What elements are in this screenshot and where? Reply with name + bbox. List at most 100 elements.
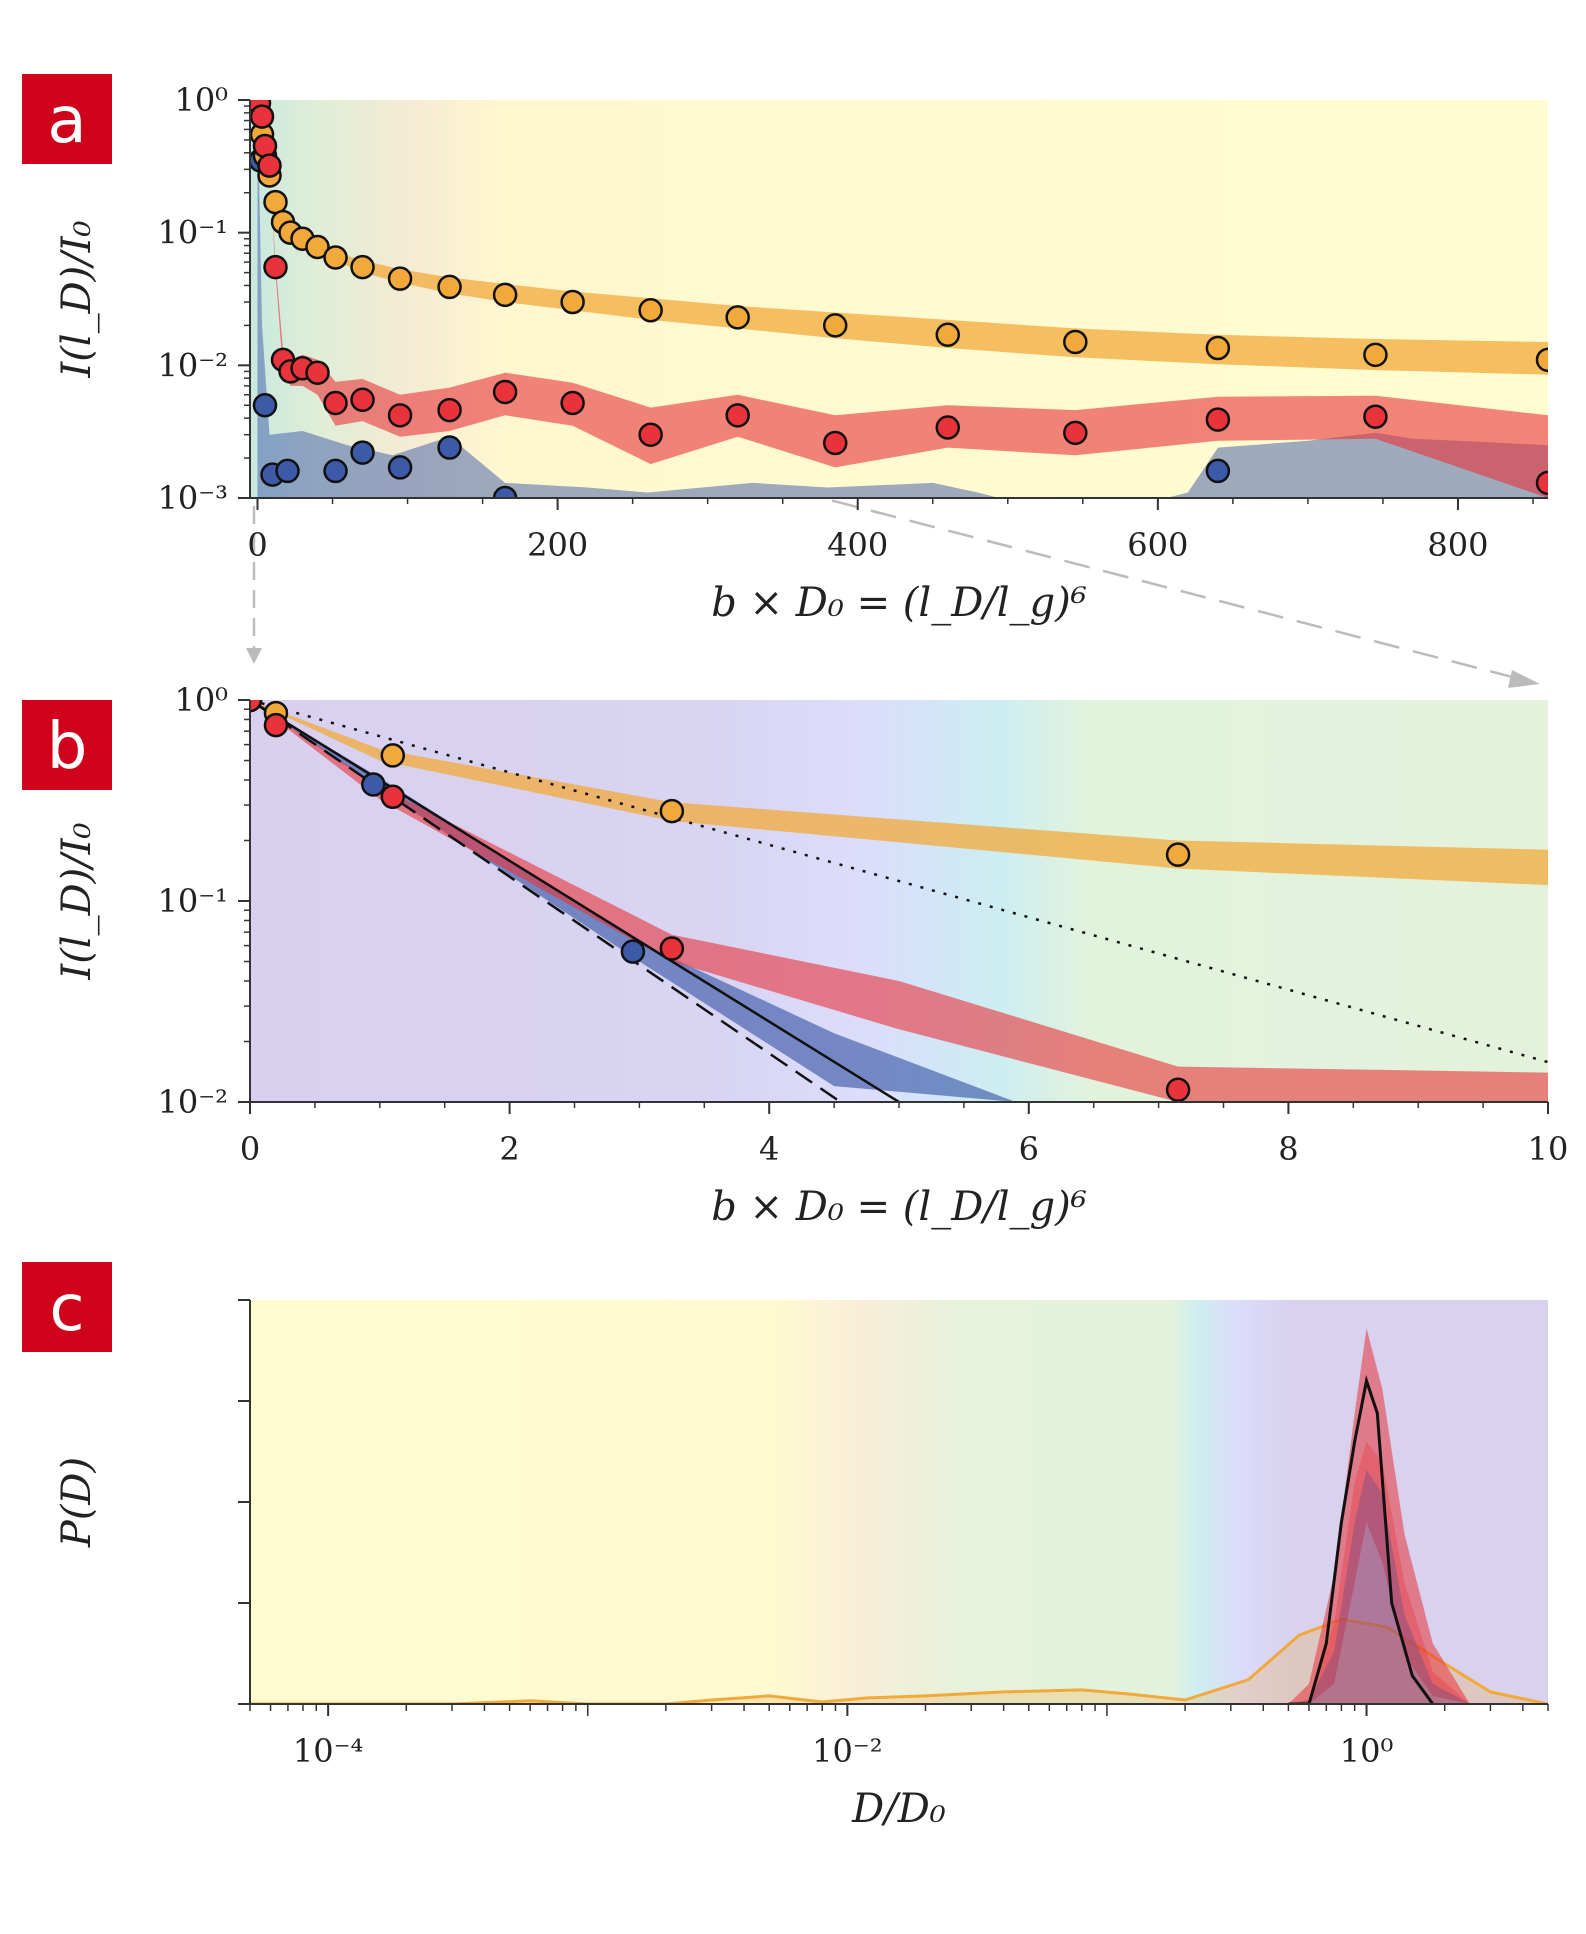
point-blue-a [1205, 458, 1231, 484]
point-blue-a [275, 458, 300, 484]
point-red-a [252, 133, 278, 159]
panel-b-label: b [22, 700, 112, 790]
x-tick-label-b: 8 [1278, 1130, 1298, 1168]
point-orange-a [638, 298, 663, 323]
plot-area-b [250, 700, 1548, 1102]
point-red-a [350, 387, 375, 413]
panel-c-chart: 10⁻⁴ 10⁻² 10⁰ D/D₀ P(D) [54, 1299, 1549, 1832]
y-axis-label-b: I(l_D)/I₀ [54, 822, 100, 980]
point-red-a [437, 397, 462, 423]
panel-c-label: c [22, 1262, 112, 1352]
point-orange-a [1535, 347, 1548, 373]
x-tick-label-a: 0 [247, 526, 267, 564]
point-red-a [257, 153, 282, 178]
band-red-b [250, 700, 1548, 1102]
point-blue-b [620, 939, 646, 964]
point-red-b [659, 936, 685, 961]
point-red-b [380, 784, 406, 810]
zoom-arrowhead-right [1508, 670, 1540, 688]
plot-area-a [250, 100, 1548, 498]
point-red-a [263, 254, 288, 280]
point-orange-a [1205, 335, 1231, 361]
x-tick-label-b: 4 [759, 1130, 779, 1168]
point-blue-a [387, 455, 413, 480]
x-tick-label-a: 200 [527, 526, 588, 564]
x-axis-label-a: b × D₀ = (l_D/l_g)⁶ [711, 580, 1087, 626]
area-red-c [1288, 1441, 1470, 1704]
y-tick-label-b: 10⁻¹ [158, 882, 228, 920]
band-blue-a [257, 100, 1548, 498]
point-red-a [725, 403, 750, 428]
point-orange-a [323, 245, 348, 270]
x-tick-label-a: 600 [1127, 526, 1188, 564]
x-tick-label-c: 10⁻² [812, 1732, 882, 1770]
point-orange-b [1165, 842, 1191, 867]
area-blue-c [1288, 1469, 1470, 1704]
point-blue-a [350, 440, 375, 465]
point-red-a [1205, 407, 1231, 432]
point-orange-a [387, 266, 413, 291]
point-orange-a [305, 234, 330, 260]
point-orange-a [560, 289, 585, 315]
point-orange-a [822, 313, 848, 338]
point-red-a [1063, 420, 1088, 446]
y-tick-label-a: 10⁰ [174, 81, 228, 119]
point-red-a [1363, 404, 1388, 429]
point-blue-a [323, 458, 348, 484]
plot-background-b [250, 700, 1548, 1102]
band-orange-b [250, 700, 1548, 886]
point-orange-a [350, 254, 375, 280]
point-orange-b [659, 798, 685, 824]
line-solid-b [250, 700, 900, 1102]
zoom-arrowhead-left [246, 648, 262, 664]
point-red-a [638, 422, 663, 447]
panel-a-label-text: a [47, 84, 86, 158]
point-red-a [305, 360, 330, 385]
point-orange-a [725, 305, 750, 330]
area-orange-c [250, 1619, 1548, 1704]
x-tick-label-a: 400 [827, 526, 888, 564]
point-blue-a [437, 435, 462, 460]
y-tick-label-a: 10⁻² [158, 346, 228, 384]
x-axis-label-b: b × D₀ = (l_D/l_g)⁶ [711, 1184, 1087, 1230]
x-tick-label-a: 800 [1427, 526, 1488, 564]
y-tick-label-a: 10⁻¹ [158, 214, 228, 252]
panel-b-label-text: b [47, 710, 88, 784]
point-red-a [250, 104, 275, 129]
point-red-a [560, 390, 585, 416]
x-tick-label-b: 10 [1528, 1130, 1569, 1168]
point-orange-b [380, 743, 406, 768]
y-tick-label-b: 10⁻² [158, 1083, 228, 1121]
panel-c-label-text: c [49, 1272, 84, 1346]
line-black-c [1288, 1374, 1435, 1704]
x-tick-label-b: 2 [499, 1130, 519, 1168]
point-blue-a [252, 393, 278, 418]
panel-b-chart: 0 2 4 6 8 10 10⁻² 10⁻¹ 10⁰ b × D₀ = (l_D/l_g)⁶ I(l… [54, 681, 1568, 1230]
panel-a-label: a [22, 74, 112, 164]
point-orange-a [935, 322, 961, 348]
point-orange-a [1363, 342, 1388, 368]
x-tick-label-b: 6 [1019, 1130, 1039, 1168]
point-red-a [387, 403, 413, 428]
y-axis-label-a: I(l_D)/I₀ [54, 220, 100, 378]
panel-a-chart: 0 200 400 600 800 10⁻³ 10⁻² 10⁻¹ 10⁰ b × D₀ = (l_… [54, 81, 1548, 626]
x-tick-label-b: 0 [240, 1130, 260, 1168]
x-tick-label-c: 10⁰ [1340, 1732, 1394, 1770]
point-red-a [323, 390, 348, 416]
point-red-a [935, 415, 961, 440]
point-red-a [1535, 470, 1548, 496]
point-red-b [263, 712, 289, 738]
point-red-b [250, 700, 263, 713]
y-axis-label-c: P(D) [54, 1457, 100, 1548]
y-tick-label-a: 10⁻³ [158, 479, 228, 517]
point-orange-a [437, 274, 462, 300]
point-red-a [492, 379, 518, 405]
point-red-b [1165, 1077, 1191, 1102]
line-dotted-b [250, 700, 1548, 1064]
plot-area-c [250, 1328, 1548, 1704]
point-blue-a [492, 485, 518, 498]
x-axis-label-c: D/D₀ [851, 1786, 946, 1832]
point-orange-a [1063, 329, 1088, 355]
point-red-a [822, 430, 848, 456]
